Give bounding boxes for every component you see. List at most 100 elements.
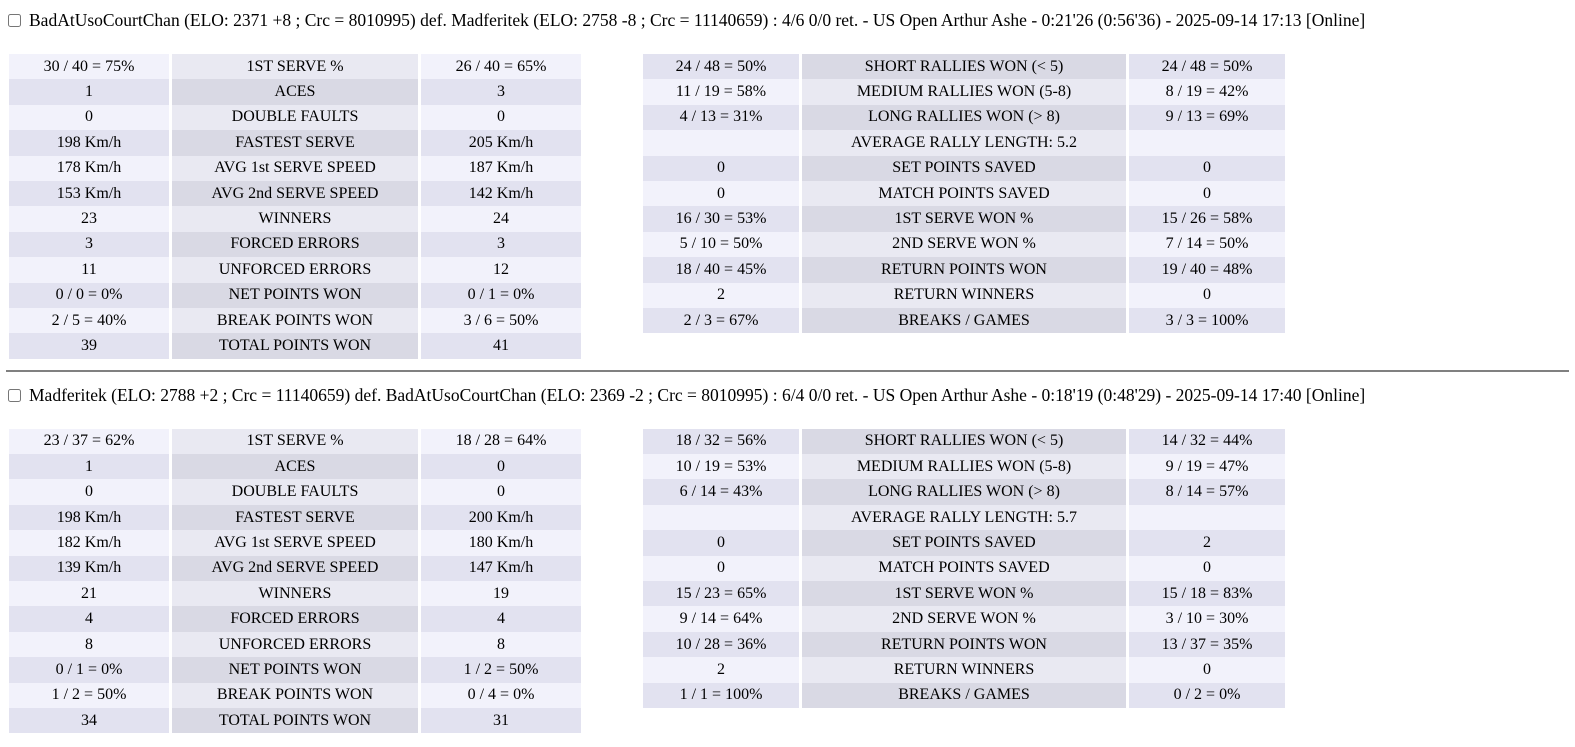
- stat-value-left: 4: [9, 606, 169, 632]
- stat-row: 0 DOUBLE FAULTS 0: [9, 104, 581, 131]
- stat-value-right: 8 / 14 = 57%: [1129, 479, 1285, 505]
- stat-value-right: 200 Km/h: [421, 504, 581, 531]
- stat-value-right: 13 / 37 = 35%: [1129, 631, 1285, 658]
- stat-value-right: 8: [421, 631, 581, 658]
- stat-label: RETURN POINTS WON: [802, 257, 1126, 283]
- stat-value-left: 10 / 19 = 53%: [643, 454, 799, 480]
- stat-row: 2 RETURN WINNERS 0: [643, 282, 1285, 308]
- stat-label: AVG 2nd SERVE SPEED: [172, 555, 418, 582]
- stat-value-right: 147 Km/h: [421, 555, 581, 582]
- stat-label: LONG RALLIES WON (> 8): [802, 104, 1126, 131]
- stat-label: BREAKS / GAMES: [802, 682, 1126, 708]
- stat-value-left: 182 Km/h: [9, 530, 169, 556]
- stats-tables: 23 / 37 = 62% 1ST SERVE % 18 / 28 = 64% 1 AC…: [6, 428, 1569, 734]
- stat-row: AVERAGE RALLY LENGTH: 5.2: [643, 130, 1285, 156]
- stat-label: UNFORCED ERRORS: [172, 257, 418, 283]
- stat-row: 0 / 0 = 0% NET POINTS WON 0 / 1 = 0%: [9, 282, 581, 308]
- stat-value-right: 0: [1129, 657, 1285, 683]
- stat-row: 0 SET POINTS SAVED 2: [643, 530, 1285, 556]
- stat-value-left: 18 / 40 = 45%: [643, 257, 799, 283]
- stat-label: NET POINTS WON: [172, 282, 418, 308]
- stat-row: 0 MATCH POINTS SAVED 0: [643, 180, 1285, 207]
- stat-row: 0 MATCH POINTS SAVED 0: [643, 555, 1285, 582]
- stat-label: BREAKS / GAMES: [802, 307, 1126, 334]
- rally-stats-table: 24 / 48 = 50% SHORT RALLIES WON (< 5) 24 /…: [640, 54, 1288, 334]
- match-result-title: BadAtUsoCourtChan (ELO: 2371 +8 ; Crc = …: [29, 10, 1366, 30]
- stat-label: SHORT RALLIES WON (< 5): [802, 428, 1126, 455]
- stat-value-right: 26 / 40 = 65%: [421, 54, 581, 80]
- stat-value-right: [1129, 504, 1285, 531]
- stat-value-right: 0 / 4 = 0%: [421, 682, 581, 708]
- stat-value-right: 31: [421, 707, 581, 734]
- stat-label: BREAK POINTS WON: [172, 307, 418, 334]
- stat-row: 182 Km/h AVG 1st SERVE SPEED 180 Km/h: [9, 530, 581, 556]
- stat-value-left: 1 / 2 = 50%: [9, 682, 169, 708]
- stat-row: 34 TOTAL POINTS WON 31: [9, 707, 581, 734]
- stat-row: 0 SET POINTS SAVED 0: [643, 155, 1285, 181]
- stat-label: TOTAL POINTS WON: [172, 333, 418, 359]
- stat-row: 18 / 40 = 45% RETURN POINTS WON 19 / 40 = …: [643, 257, 1285, 283]
- stat-value-left: 39: [9, 333, 169, 359]
- match-select-checkbox[interactable]: [8, 388, 21, 402]
- stat-row: 0 / 1 = 0% NET POINTS WON 1 / 2 = 50%: [9, 657, 581, 683]
- stat-row: 30 / 40 = 75% 1ST SERVE % 26 / 40 = 65%: [9, 54, 581, 80]
- stat-value-left: 34: [9, 707, 169, 734]
- stat-value-left: 24 / 48 = 50%: [643, 54, 799, 80]
- stat-label: SET POINTS SAVED: [802, 530, 1126, 556]
- match-result-1: BadAtUsoCourtChan (ELO: 2371 +8 ; Crc = …: [6, 10, 1569, 359]
- stat-label: MATCH POINTS SAVED: [802, 180, 1126, 207]
- stat-value-left: 10 / 28 = 36%: [643, 631, 799, 658]
- stat-value-right: 9 / 19 = 47%: [1129, 454, 1285, 480]
- stat-value-left: 0: [643, 530, 799, 556]
- stat-value-left: 178 Km/h: [9, 155, 169, 181]
- stat-label: 2ND SERVE WON %: [802, 231, 1126, 258]
- stat-value-right: 24 / 48 = 50%: [1129, 54, 1285, 80]
- stat-row: 2 RETURN WINNERS 0: [643, 657, 1285, 683]
- stat-label: NET POINTS WON: [172, 657, 418, 683]
- stat-label: 2ND SERVE WON %: [802, 606, 1126, 632]
- stat-row: 0 DOUBLE FAULTS 0: [9, 479, 581, 505]
- stat-value-left: 0: [643, 155, 799, 181]
- stat-label: RETURN WINNERS: [802, 657, 1126, 683]
- stat-value-left: 198 Km/h: [9, 130, 169, 156]
- section-divider: [6, 369, 1569, 372]
- stat-value-left: 2: [643, 282, 799, 308]
- stat-value-left: 15 / 23 = 65%: [643, 581, 799, 607]
- stat-label: 1ST SERVE %: [172, 54, 418, 80]
- stat-value-left: 2 / 3 = 67%: [643, 307, 799, 334]
- stat-value-left: 23 / 37 = 62%: [9, 428, 169, 455]
- stat-value-left: 0: [9, 104, 169, 131]
- stat-value-right: 142 Km/h: [421, 180, 581, 207]
- stat-row: 4 FORCED ERRORS 4: [9, 606, 581, 632]
- match-header: BadAtUsoCourtChan (ELO: 2371 +8 ; Crc = …: [8, 10, 1569, 31]
- stat-row: 4 / 13 = 31% LONG RALLIES WON (> 8) 9 / 13…: [643, 104, 1285, 131]
- stat-label: MATCH POINTS SAVED: [802, 555, 1126, 582]
- stat-row: 23 / 37 = 62% 1ST SERVE % 18 / 28 = 64%: [9, 428, 581, 455]
- stat-value-right: 0 / 2 = 0%: [1129, 682, 1285, 708]
- stat-value-left: 6 / 14 = 43%: [643, 479, 799, 505]
- match-result-title: Madferitek (ELO: 2788 +2 ; Crc = 1114065…: [29, 384, 1366, 405]
- stat-label: 1ST SERVE WON %: [802, 206, 1126, 232]
- stat-row: 1 / 1 = 100% BREAKS / GAMES 0 / 2 = 0%: [643, 682, 1285, 708]
- stat-label: RETURN WINNERS: [802, 282, 1126, 308]
- stat-label: SET POINTS SAVED: [802, 155, 1126, 181]
- stat-label: WINNERS: [172, 581, 418, 607]
- stat-value-right: 0: [1129, 282, 1285, 308]
- stat-value-right: 0 / 1 = 0%: [421, 282, 581, 308]
- stat-value-left: 0: [643, 555, 799, 582]
- stat-value-left: [643, 130, 799, 156]
- stat-row: 5 / 10 = 50% 2ND SERVE WON % 7 / 14 = 50%: [643, 231, 1285, 258]
- stat-value-left: 9 / 14 = 64%: [643, 606, 799, 632]
- stat-value-right: 18 / 28 = 64%: [421, 428, 581, 455]
- match-select-checkbox[interactable]: [8, 14, 21, 27]
- stat-value-left: 11 / 19 = 58%: [643, 79, 799, 105]
- stat-value-left: 1: [9, 79, 169, 105]
- stat-value-right: 24: [421, 206, 581, 232]
- serve-stats-table: 30 / 40 = 75% 1ST SERVE % 26 / 40 = 65% 1 AC…: [6, 54, 584, 359]
- stat-label: DOUBLE FAULTS: [172, 479, 418, 505]
- stat-row: 198 Km/h FASTEST SERVE 200 Km/h: [9, 504, 581, 531]
- stat-label: FORCED ERRORS: [172, 231, 418, 258]
- stat-label: MEDIUM RALLIES WON (5-8): [802, 79, 1126, 105]
- stat-label: RETURN POINTS WON: [802, 631, 1126, 658]
- stat-value-right: 9 / 13 = 69%: [1129, 104, 1285, 131]
